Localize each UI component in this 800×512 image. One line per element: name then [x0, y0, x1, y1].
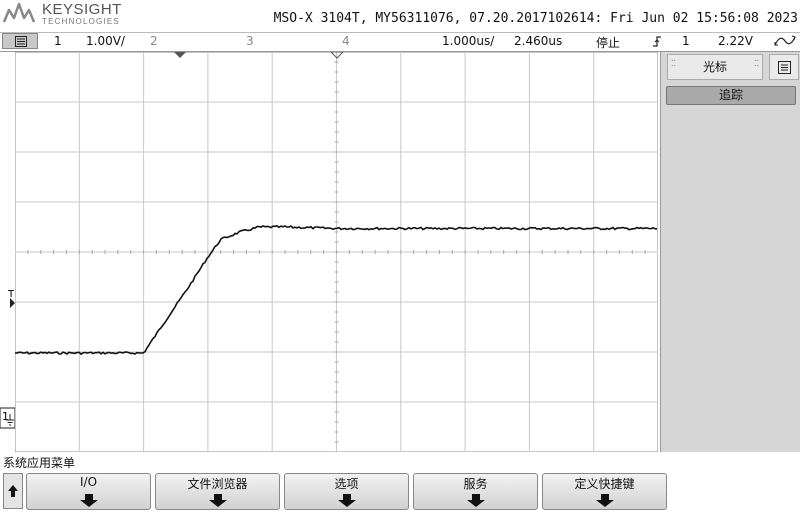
softkey-2[interactable]: 文件浏览器: [155, 473, 280, 510]
softkey-label: 选项: [334, 477, 359, 491]
softkey-4[interactable]: 服务: [413, 473, 538, 510]
softkey-1[interactable]: I/O: [26, 473, 151, 510]
softkey-label: 定义快捷键: [574, 477, 635, 491]
channel-4-label[interactable]: 4: [342, 34, 350, 48]
ground-icon: [6, 414, 14, 426]
channel-1-trace: [15, 225, 658, 356]
instrument-info: MSO-X 3104T, MY56311076, 07.20.201710261…: [273, 11, 798, 26]
right-panel: ⁚⁚ 光标 ⁚⁚ 追踪: [660, 52, 800, 452]
trigger-position-marker-icon[interactable]: [174, 52, 186, 58]
run-state[interactable]: 停止: [596, 36, 621, 50]
down-arrow-icon: [209, 494, 227, 507]
brand-subtitle: TECHNOLOGIES: [42, 17, 120, 26]
trigger-level-marker[interactable]: T: [7, 289, 15, 300]
top-markers: [174, 52, 344, 59]
main-menu-button[interactable]: [2, 33, 38, 49]
keysight-logo-icon: [3, 2, 36, 23]
menu-icon: [778, 61, 791, 74]
drag-grip-icon[interactable]: ⁚⁚: [671, 59, 677, 68]
time-delay[interactable]: 2.460us: [514, 34, 563, 48]
waveform-display[interactable]: [15, 52, 658, 452]
time-scale[interactable]: 1.000us/: [442, 34, 495, 48]
down-arrow-icon: [338, 494, 356, 507]
delay-reference-marker-icon[interactable]: [330, 52, 344, 59]
softkey-3[interactable]: 选项: [284, 473, 409, 510]
channel-3-label[interactable]: 3: [246, 34, 254, 48]
softkey-5[interactable]: 定义快捷键: [542, 473, 667, 510]
softkey-label: I/O: [79, 475, 98, 489]
down-arrow-icon: [80, 494, 98, 507]
down-arrow-icon: [467, 494, 485, 507]
drag-grip-icon[interactable]: ⁚⁚: [753, 59, 759, 68]
trigger-level[interactable]: 2.22V: [718, 34, 753, 48]
trigger-edge-icon[interactable]: [652, 35, 662, 48]
softkey-label: 服务: [463, 477, 488, 491]
tracking-button[interactable]: 追踪: [666, 86, 796, 105]
channel-1-label[interactable]: 1: [54, 34, 62, 48]
status-bar: 1 1.00V/ 2 3 4 1.000us/ 2.460us 停止 1 2.2…: [0, 32, 800, 52]
channel-1-marker-label: 1: [2, 410, 9, 423]
tab-cursors[interactable]: ⁚⁚ 光标 ⁚⁚: [667, 54, 763, 80]
trigger-mode-icon[interactable]: [774, 34, 796, 48]
softkey-menu-title: 系统应用菜单: [3, 456, 76, 470]
up-arrow-icon: [8, 485, 18, 497]
panel-menu-button[interactable]: [769, 54, 799, 80]
softkey-label: 文件浏览器: [187, 477, 248, 491]
tab-cursors-label: 光标: [702, 60, 727, 74]
trigger-source[interactable]: 1: [682, 34, 690, 48]
left-axis-markers: T 1: [0, 52, 15, 452]
back-button[interactable]: [3, 473, 23, 509]
channel-2-label[interactable]: 2: [150, 34, 158, 48]
menu-icon: [15, 36, 27, 47]
brand-name: KEYSIGHT: [42, 1, 122, 18]
panel-tab-bar: ⁚⁚ 光标 ⁚⁚: [661, 54, 800, 80]
channel-1-scale[interactable]: 1.00V/: [86, 34, 125, 48]
down-arrow-icon: [596, 494, 614, 507]
trigger-level-arrow-icon[interactable]: [10, 298, 15, 308]
